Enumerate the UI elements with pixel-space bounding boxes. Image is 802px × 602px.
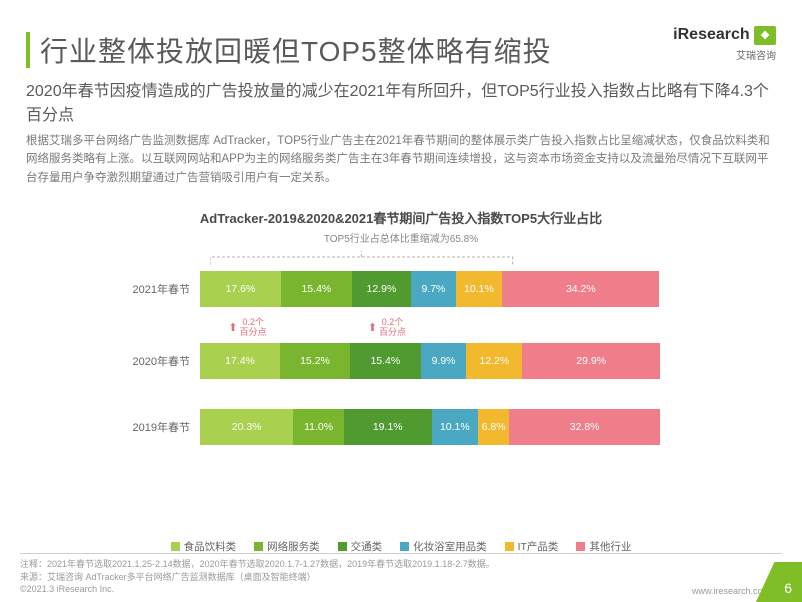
legend-item: IT产品类 [505,539,559,554]
subtitle: 2020年春节因疫情造成的广告投放量的减少在2021年有所回升，但TOP5行业投… [26,80,776,128]
chart-bars: 2021年春节17.6%15.4%12.9%9.7%10.1%34.2%⬆0.2… [120,271,682,445]
chart-segment: 9.9% [421,343,467,379]
chart-bar: 17.6%15.4%12.9%9.7%10.1%34.2% [200,271,660,307]
chart-segment: 20.3% [200,409,293,445]
chart-segment: 10.1% [432,409,478,445]
legend-swatch [254,542,263,551]
chart-mini-annotation: ⬆0.2个百分点 [228,315,266,341]
chart-segment: 15.4% [350,343,421,379]
logo-cn: 艾瑞咨询 [673,47,776,62]
legend-item: 交通类 [338,539,383,554]
legend-swatch [171,542,180,551]
chart-mini-annotations: ⬆0.2个百分点 ⬆0.2个百分点 [210,315,682,341]
footer-source: 来源：艾瑞咨询 AdTracker多平台网络广告监测数据库（桌面及智能终端） [20,571,495,584]
legend-item: 食品饮料类 [171,539,237,554]
chart-top-annotation: TOP5行业占总体比重缩减为65.8% [120,230,682,245]
chart-segment: 12.9% [352,271,411,307]
footer-copyright: ©2021.3 iResearch Inc. [20,583,495,596]
chart-segment: 10.1% [456,271,502,307]
chart-segment: 29.9% [522,343,660,379]
legend-label: 网络服务类 [267,539,320,554]
legend-label: 其他行业 [589,539,631,554]
chart-segment: 12.2% [466,343,522,379]
page-title: 行业整体投放回暖但TOP5整体略有缩投 [40,30,552,70]
chart-row-label: 2019年春节 [120,419,200,435]
footer: 注释：2021年春节选取2021.1.25-2.14数据，2020年春节选取20… [20,553,782,596]
footer-left: 注释：2021年春节选取2021.1.25-2.14数据，2020年春节选取20… [20,558,495,596]
legend-item: 其他行业 [576,539,631,554]
chart-row-label: 2021年春节 [120,281,200,297]
chart-row: 2021年春节17.6%15.4%12.9%9.7%10.1%34.2% [120,271,682,307]
chart-bar: 17.4%15.2%15.4%9.9%12.2%29.9% [200,343,660,379]
chart-segment: 9.7% [411,271,456,307]
legend-label: IT产品类 [518,539,559,554]
footer-note: 注释：2021年春节选取2021.1.25-2.14数据，2020年春节选取20… [20,558,495,571]
chart-area: TOP5行业占总体比重缩减为65.8% 2021年春节17.6%15.4%12.… [120,230,682,510]
legend-label: 化妆浴室用品类 [413,539,487,554]
chart-segment: 17.6% [200,271,281,307]
chart-segment: 6.8% [478,409,509,445]
page-number: 6 [784,580,792,596]
logo-badge-icon: ❖ [754,26,776,45]
chart-row: 2020年春节17.4%15.2%15.4%9.9%12.2%29.9% [120,343,682,379]
chart-segment: 15.2% [280,343,350,379]
legend-item: 网络服务类 [254,539,320,554]
chart-row-label: 2020年春节 [120,353,200,369]
chart-legend: 食品饮料类 网络服务类 交通类 化妆浴室用品类 IT产品类 其他行业 [0,539,802,554]
chart-segment: 32.8% [509,409,660,445]
chart-segment: 11.0% [293,409,344,445]
chart-segment: 19.1% [344,409,432,445]
brand-logo: iResearch ❖ 艾瑞咨询 [673,26,776,62]
legend-swatch [338,542,347,551]
chart-row: 2019年春节20.3%11.0%19.1%10.1%6.8%32.8% [120,409,682,445]
chart-mini-annotation: ⬆0.2个百分点 [368,315,406,341]
body-text: 根据艾瑞多平台网络广告监测数据库 AdTracker，TOP5行业广告主在202… [26,132,776,187]
legend-swatch [576,542,585,551]
chart-segment: 17.4% [200,343,280,379]
legend-swatch [400,542,409,551]
chart-bracket [120,251,513,265]
chart-segment: 34.2% [502,271,659,307]
legend-item: 化妆浴室用品类 [400,539,487,554]
legend-label: 食品饮料类 [184,539,237,554]
legend-swatch [505,542,514,551]
chart-segment: 15.4% [281,271,352,307]
legend-label: 交通类 [351,539,383,554]
header-accent [26,32,30,68]
logo-text: iResearch [673,26,750,43]
chart-bar: 20.3%11.0%19.1%10.1%6.8%32.8% [200,409,660,445]
chart-title: AdTracker-2019&2020&2021春节期间广告投入指数TOP5大行… [0,208,802,227]
